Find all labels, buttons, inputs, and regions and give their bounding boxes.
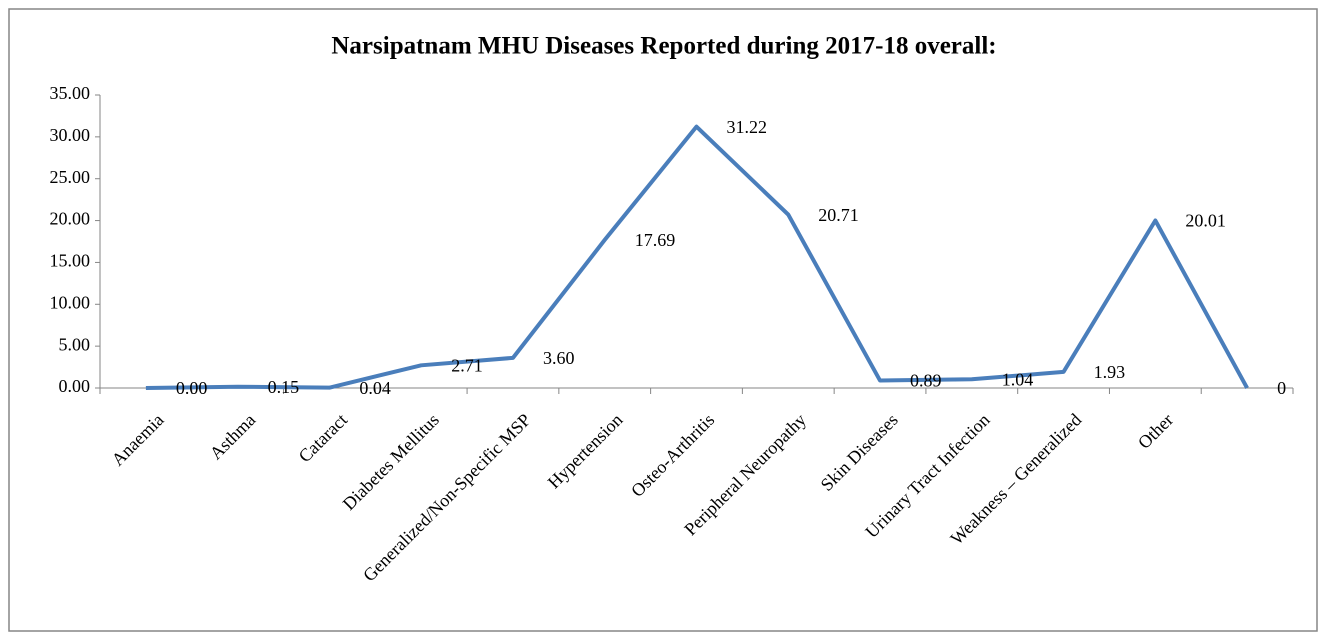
data-label: 0 bbox=[1277, 378, 1286, 398]
data-label: 2.71 bbox=[451, 355, 483, 375]
y-tick-label: 15.00 bbox=[50, 251, 91, 271]
y-tick-label: 5.00 bbox=[59, 334, 91, 354]
data-label: 20.71 bbox=[818, 205, 859, 225]
y-tick-label: 20.00 bbox=[50, 209, 91, 229]
data-label: 17.69 bbox=[635, 230, 676, 250]
y-tick-label: 10.00 bbox=[50, 292, 91, 312]
y-tick-label: 35.00 bbox=[50, 83, 91, 103]
y-tick-label: 25.00 bbox=[50, 167, 91, 187]
data-label: 1.04 bbox=[1002, 369, 1033, 389]
y-tick-label: 0.00 bbox=[59, 376, 91, 396]
chart-border bbox=[8, 8, 1318, 632]
line bbox=[145, 124, 1249, 390]
data-label: 0.04 bbox=[359, 378, 391, 398]
chart-title: Narsipatnam MHU Diseases Reported during… bbox=[331, 33, 996, 60]
data-label: 1.93 bbox=[1094, 362, 1126, 382]
data-label: 31.22 bbox=[727, 117, 768, 137]
data-label: 0.00 bbox=[176, 378, 208, 398]
data-label: 0.15 bbox=[268, 377, 300, 397]
y-tick-label: 30.00 bbox=[50, 125, 91, 145]
data-label: 20.01 bbox=[1185, 211, 1226, 231]
data-label: 0.89 bbox=[910, 371, 942, 391]
data-label: 3.60 bbox=[543, 348, 575, 368]
